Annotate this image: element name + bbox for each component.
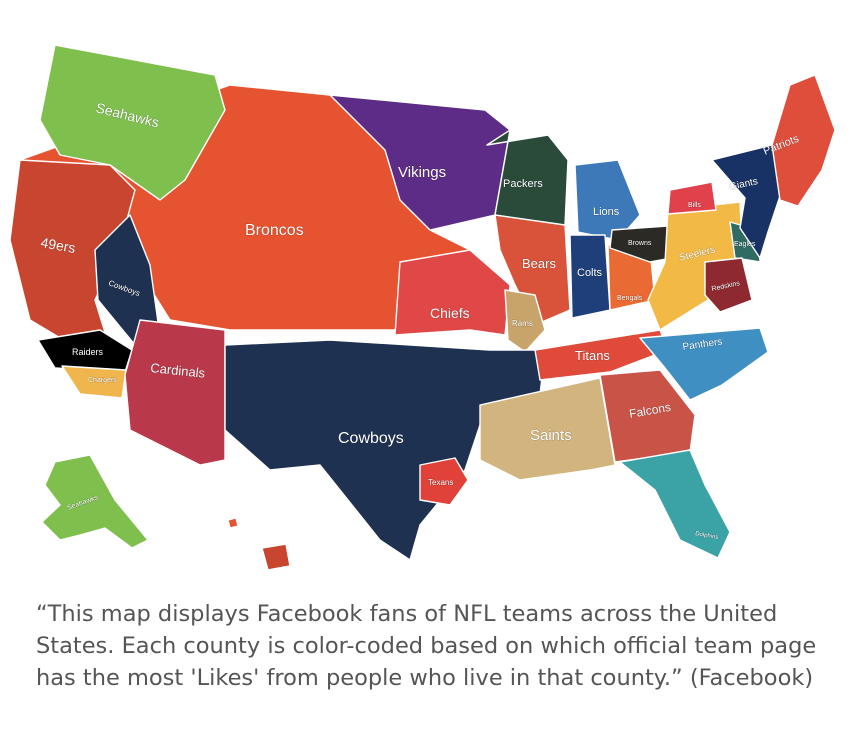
label-lions: Lions bbox=[593, 206, 620, 218]
region-titans bbox=[534, 329, 669, 381]
map-svg: Seahawks 49ers Cowboys Raiders Chargers … bbox=[9, 44, 836, 571]
label-texans: Texans bbox=[428, 478, 453, 487]
map-caption: “This map displays Facebook fans of NFL … bbox=[36, 601, 817, 691]
region-texans bbox=[419, 457, 469, 506]
nfl-fan-map: Seahawks 49ers Cowboys Raiders Chargers … bbox=[9, 44, 836, 571]
label-vikings: Vikings bbox=[398, 164, 446, 181]
label-browns: Browns bbox=[628, 240, 652, 247]
region-steelers bbox=[647, 201, 743, 331]
region-panthers bbox=[639, 327, 769, 401]
region-falcons bbox=[599, 369, 696, 463]
region-chargers bbox=[61, 365, 127, 399]
region-seahawks bbox=[39, 44, 226, 201]
region-bills bbox=[667, 181, 717, 215]
label-cardinals: Cardinals bbox=[150, 360, 207, 381]
label-packers: Packers bbox=[503, 178, 543, 190]
label-titans: Titans bbox=[575, 348, 610, 363]
label-bengals: Bengals bbox=[617, 295, 643, 302]
label-bears: Bears bbox=[522, 256, 556, 271]
label-colts: Colts bbox=[577, 267, 603, 279]
label-chiefs: Chiefs bbox=[430, 305, 470, 321]
region-hawaii bbox=[227, 517, 239, 529]
region-alaska bbox=[41, 454, 149, 549]
label-chargers: Chargers bbox=[88, 377, 117, 384]
region-redskins bbox=[704, 257, 753, 313]
region-vikings bbox=[329, 94, 511, 231]
label-bills: Bills bbox=[688, 202, 701, 209]
region-49ers bbox=[9, 159, 136, 356]
region-cardinals bbox=[124, 319, 226, 466]
label-cowboys: Cowboys bbox=[338, 430, 404, 447]
region-rams bbox=[504, 289, 546, 353]
region-hawaii-big-island bbox=[261, 543, 291, 571]
region-lions bbox=[574, 159, 641, 241]
region-patriots bbox=[771, 74, 836, 207]
label-dolphins: Dolphins bbox=[695, 531, 719, 541]
label-broncos: Broncos bbox=[245, 222, 304, 239]
label-49ers: 49ers bbox=[39, 234, 76, 256]
region-browns bbox=[609, 225, 673, 263]
label-saints: Saints bbox=[530, 427, 572, 444]
label-raiders: Raiders bbox=[72, 347, 104, 357]
label-rams: Rams bbox=[512, 319, 533, 328]
region-chiefs bbox=[394, 249, 511, 336]
label-eagles: Eagles bbox=[734, 241, 756, 248]
region-dolphins bbox=[619, 449, 731, 559]
